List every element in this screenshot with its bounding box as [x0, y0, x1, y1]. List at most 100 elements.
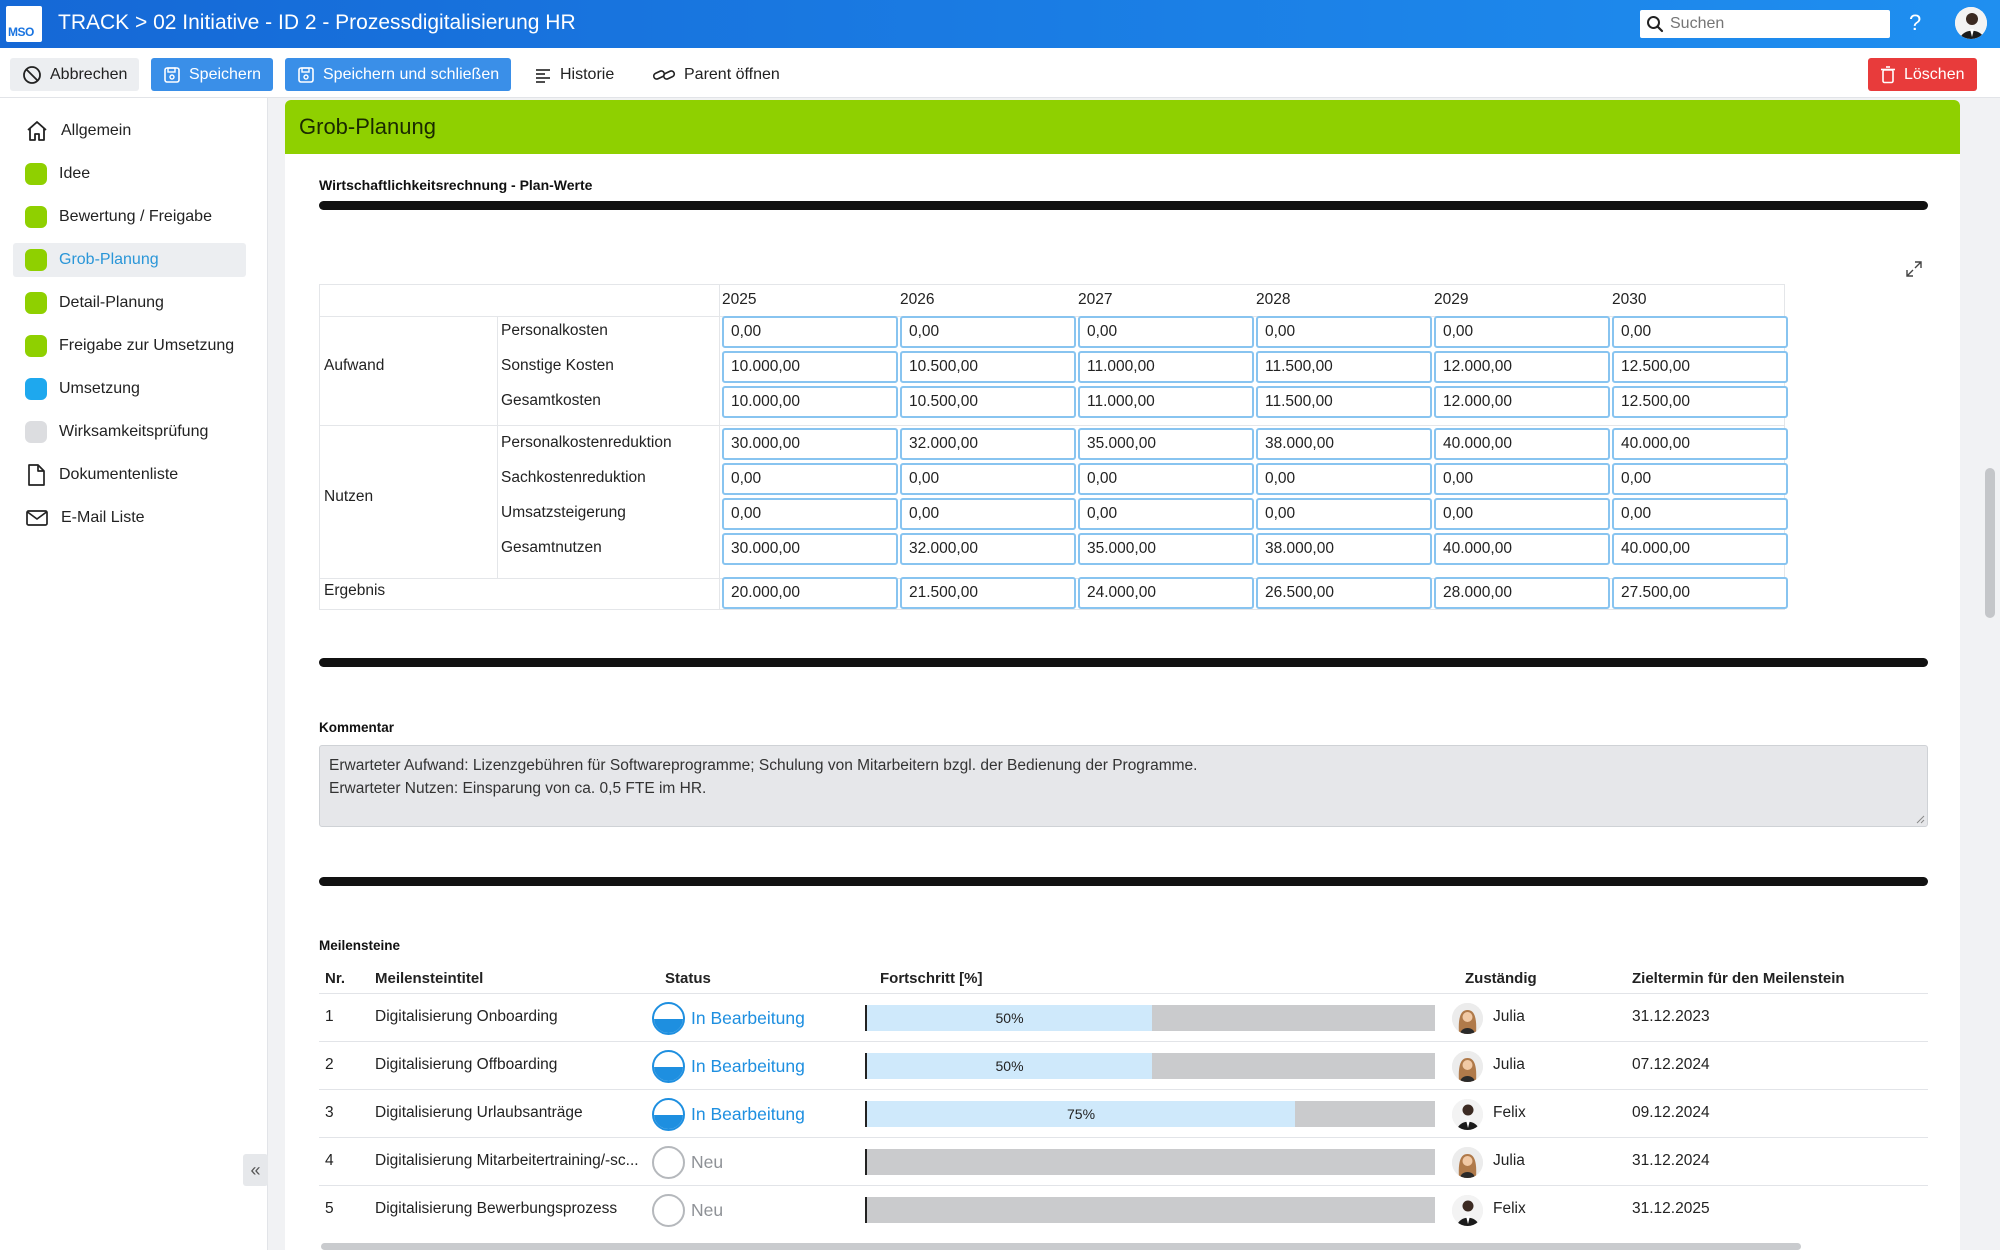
value-input[interactable]: 0,00	[900, 463, 1076, 495]
help-icon[interactable]: ?	[1909, 10, 1922, 35]
search-input[interactable]	[1670, 13, 1880, 35]
value-input[interactable]: 27.500,00	[1612, 577, 1788, 609]
value-input[interactable]: 30.000,00	[722, 533, 898, 565]
save-close-button[interactable]: Speichern und schließen	[285, 58, 512, 91]
value-input[interactable]: 0,00	[1612, 498, 1788, 530]
value-input[interactable]: 12.500,00	[1612, 386, 1788, 418]
value-input[interactable]: 30.000,00	[722, 428, 898, 460]
column-header-nr[interactable]: Nr.	[325, 970, 346, 987]
column-header-due[interactable]: Zieltermin für den Meilenstein	[1632, 970, 1845, 987]
value-input[interactable]: 11.500,00	[1256, 386, 1432, 418]
value-input[interactable]: 20.000,00	[722, 577, 898, 609]
value-input[interactable]: 40.000,00	[1612, 533, 1788, 565]
sidebar-item-dokumentenliste[interactable]: Dokumentenliste	[13, 458, 246, 492]
status-label: Neu	[691, 1200, 724, 1220]
cancel-button[interactable]: Abbrechen	[10, 58, 140, 91]
table-row[interactable]: 5 Digitalisierung Bewerbungsprozess Neu Fel…	[319, 1185, 1928, 1233]
save-button[interactable]: Speichern	[151, 58, 274, 91]
sidebar-item-detail-planung[interactable]: Detail-Planung	[13, 286, 246, 320]
table-row[interactable]: 3 Digitalisierung Urlaubsanträge In Bearbe…	[319, 1089, 1928, 1137]
table-row[interactable]: 1 Digitalisierung Onboarding In Bearbeitun…	[319, 993, 1928, 1041]
value-input[interactable]: 0,00	[722, 498, 898, 530]
value-input[interactable]: 24.000,00	[1078, 577, 1254, 609]
vertical-scrollbar[interactable]	[1985, 468, 1995, 618]
value-input[interactable]: 35.000,00	[1078, 533, 1254, 565]
app-logo[interactable]: MSO	[6, 6, 42, 42]
mail-icon	[26, 510, 48, 526]
column-header-progress[interactable]: Fortschritt [%]	[880, 970, 983, 987]
value-input[interactable]: 10.000,00	[722, 351, 898, 383]
value-input[interactable]: 12.500,00	[1612, 351, 1788, 383]
column-header-title[interactable]: Meilensteintitel	[375, 970, 484, 987]
value-input[interactable]: 0,00	[1256, 498, 1432, 530]
resize-handle-icon[interactable]	[1915, 814, 1925, 824]
sidebar-item-allgemein[interactable]: Allgemein	[13, 114, 246, 148]
value-input[interactable]: 40.000,00	[1612, 428, 1788, 460]
toolbar: Abbrechen Speichern Speichern und schlie…	[0, 48, 2000, 98]
progress-fill	[867, 1053, 1152, 1079]
value-input[interactable]: 10.000,00	[722, 386, 898, 418]
open-parent-button[interactable]: Parent öffnen	[640, 58, 792, 91]
sidebar: Allgemein Idee Bewertung / Freigabe Grob…	[0, 98, 268, 1250]
value-input[interactable]: 0,00	[1256, 316, 1432, 348]
value-input[interactable]: 10.500,00	[900, 386, 1076, 418]
value-input[interactable]: 11.500,00	[1256, 351, 1432, 383]
value-input[interactable]: 28.000,00	[1434, 577, 1610, 609]
value-input[interactable]: 0,00	[900, 316, 1076, 348]
collapse-sidebar-button[interactable]: «	[243, 1154, 268, 1186]
delete-button[interactable]: Löschen	[1868, 58, 1977, 91]
sidebar-item-umsetzung[interactable]: Umsetzung	[13, 372, 246, 406]
value-input[interactable]: 10.500,00	[900, 351, 1076, 383]
status-label: In Bearbeitung	[691, 1008, 805, 1028]
value-input[interactable]: 0,00	[722, 316, 898, 348]
table-row[interactable]: 4 Digitalisierung Mitarbeitertraining/-sc…	[319, 1137, 1928, 1185]
sidebar-item-bewertung[interactable]: Bewertung / Freigabe	[13, 200, 246, 234]
value-input[interactable]: 26.500,00	[1256, 577, 1432, 609]
value-input[interactable]: 0,00	[1612, 316, 1788, 348]
value-input[interactable]: 0,00	[1078, 498, 1254, 530]
value-input[interactable]: 0,00	[1078, 316, 1254, 348]
value-input[interactable]: 0,00	[1434, 316, 1610, 348]
value-input[interactable]: 0,00	[1612, 463, 1788, 495]
history-button[interactable]: Historie	[522, 58, 626, 91]
comment-textarea[interactable]: Erwarteter Aufwand: Lizenzgebühren für S…	[319, 745, 1928, 827]
value-input[interactable]: 38.000,00	[1256, 428, 1432, 460]
column-header-status[interactable]: Status	[665, 970, 711, 987]
value-input[interactable]: 0,00	[1256, 463, 1432, 495]
sidebar-item-grob-planung[interactable]: Grob-Planung	[13, 243, 246, 277]
progress-bar: 75%	[865, 1101, 1435, 1127]
search-box[interactable]	[1640, 10, 1890, 38]
comment-line: Erwarteter Aufwand: Lizenzgebühren für S…	[329, 757, 1198, 774]
value-input[interactable]: 0,00	[722, 463, 898, 495]
column-header-owner[interactable]: Zuständig	[1465, 970, 1537, 987]
value-input[interactable]: 40.000,00	[1434, 533, 1610, 565]
value-input[interactable]: 21.500,00	[900, 577, 1076, 609]
user-avatar[interactable]	[1955, 7, 1987, 39]
owner-name: Julia	[1493, 1152, 1525, 1169]
value-input[interactable]: 11.000,00	[1078, 351, 1254, 383]
horizontal-scrollbar[interactable]	[321, 1243, 1801, 1250]
value-input[interactable]: 0,00	[900, 498, 1076, 530]
sidebar-item-label: Dokumentenliste	[59, 466, 179, 483]
expand-icon[interactable]	[1905, 260, 1923, 278]
value-input[interactable]: 0,00	[1434, 498, 1610, 530]
value-input[interactable]: 32.000,00	[900, 533, 1076, 565]
value-input[interactable]: 12.000,00	[1434, 351, 1610, 383]
value-input[interactable]: 38.000,00	[1256, 533, 1432, 565]
milestone-title: Digitalisierung Bewerbungsprozess	[375, 1200, 618, 1217]
sidebar-item-wirksamkeit[interactable]: Wirksamkeitsprüfung	[13, 415, 246, 449]
sidebar-item-email-liste[interactable]: E-Mail Liste	[13, 501, 246, 535]
value-input[interactable]: 35.000,00	[1078, 428, 1254, 460]
sidebar-item-idee[interactable]: Idee	[13, 157, 246, 191]
sidebar-item-label: Idee	[59, 165, 91, 182]
sidebar-item-freigabe-umsetzung[interactable]: Freigabe zur Umsetzung	[13, 329, 246, 363]
value-input[interactable]: 11.000,00	[1078, 386, 1254, 418]
value-input[interactable]: 32.000,00	[900, 428, 1076, 460]
value-input[interactable]: 0,00	[1078, 463, 1254, 495]
row-label: Umsatzsteigerung	[501, 504, 626, 521]
year-header: 2025	[722, 291, 757, 308]
value-input[interactable]: 12.000,00	[1434, 386, 1610, 418]
value-input[interactable]: 40.000,00	[1434, 428, 1610, 460]
table-row[interactable]: 2 Digitalisierung Offboarding In Bearbeitu…	[319, 1041, 1928, 1089]
value-input[interactable]: 0,00	[1434, 463, 1610, 495]
